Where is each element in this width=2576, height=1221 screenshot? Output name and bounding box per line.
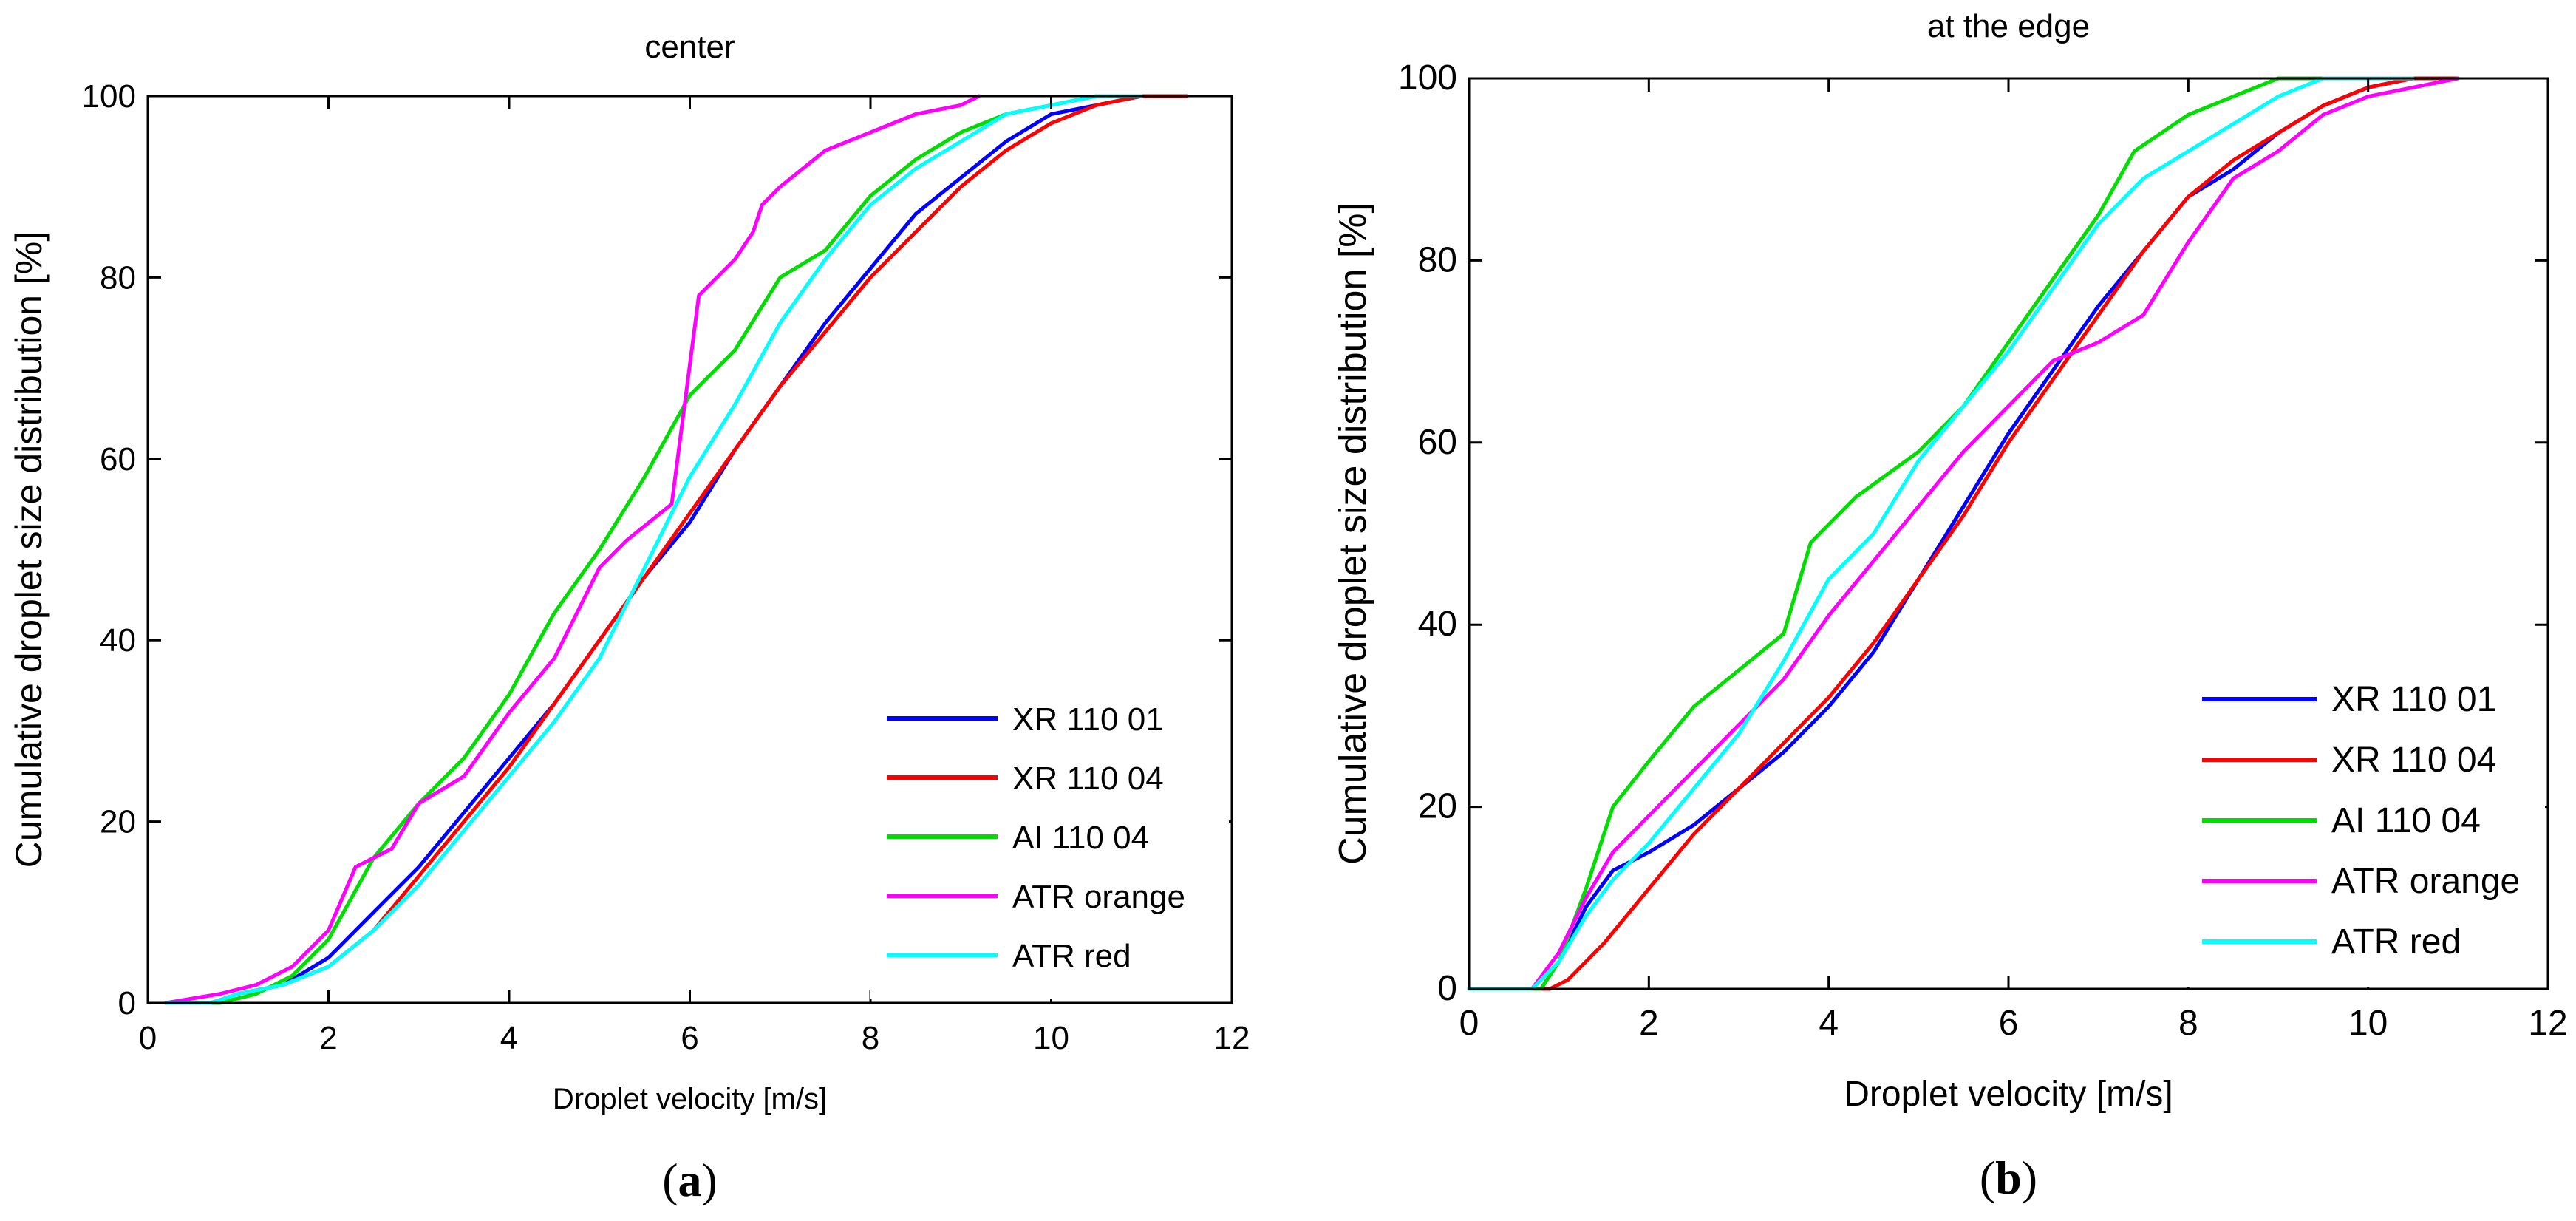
- series-group: [1467, 76, 2460, 991]
- legend-label: XR 110 01: [1012, 701, 1164, 738]
- x-tick-label: 8: [2178, 1004, 2198, 1043]
- y-tick-label: 40: [1418, 605, 1457, 644]
- y-axis-label: Cumulative droplet size distribution [%]: [1332, 203, 1374, 865]
- y-tick-label: 40: [100, 622, 136, 659]
- series-line-xr-110-01: [163, 94, 1189, 1005]
- chart-panel-a: 0 2 4 6 8 10 12 0 20 40 60 80 100 center Droplet veloc…: [8, 29, 1250, 1206]
- legend-box: [870, 681, 1229, 999]
- series-line-atr-red: [1467, 76, 2415, 991]
- chart-title: at the edge: [1927, 8, 2090, 44]
- series-line-atr-orange: [163, 94, 981, 1005]
- legend-entry: AI 110 04: [887, 820, 1149, 856]
- series-line-atr-red: [163, 94, 1144, 1005]
- x-tick-label: 4: [500, 1020, 518, 1056]
- legend-label: XR 110 01: [2331, 680, 2496, 719]
- series-group: [163, 94, 1189, 1005]
- legend-entry: XR 110 01: [2202, 680, 2496, 719]
- legend-entry: ATR red: [887, 938, 1131, 974]
- y-tick-label: 60: [100, 441, 136, 477]
- x-tick-label: 0: [1459, 1004, 1479, 1043]
- legend-label: XR 110 04: [2331, 741, 2496, 780]
- x-axis-label: Droplet velocity [m/s]: [553, 1083, 827, 1115]
- x-tick-label: 8: [862, 1020, 879, 1056]
- y-tick-label: 20: [100, 804, 136, 840]
- chart-title: center: [644, 29, 735, 65]
- series-line-ai-110-04: [1467, 76, 2325, 991]
- legend-entry: XR 110 01: [887, 701, 1164, 738]
- legend-box: [2186, 662, 2545, 987]
- x-tick-label: 2: [319, 1020, 337, 1056]
- legend-entry: ATR orange: [887, 879, 1185, 915]
- x-axis-label: Droplet velocity [m/s]: [1844, 1075, 2173, 1114]
- series-line-ai-110-04: [163, 94, 1144, 1005]
- y-tick-label: 0: [118, 985, 136, 1021]
- legend-label: XR 110 04: [1012, 761, 1164, 797]
- legend-label: ATR orange: [1012, 879, 1185, 915]
- series-line-atr-orange: [1467, 76, 2460, 991]
- legend-entry: XR 110 04: [887, 761, 1164, 797]
- legend-label: AI 110 04: [1012, 820, 1149, 856]
- x-tick-label: 10: [1033, 1020, 1069, 1056]
- y-tick-label: 80: [1418, 240, 1457, 279]
- y-tick-label: 0: [1437, 969, 1457, 1008]
- panel-label: (a): [662, 1154, 718, 1206]
- legend-entry: AI 110 04: [2202, 801, 2481, 840]
- x-tick-label: 2: [1639, 1004, 1659, 1043]
- legend-label: ATR red: [1012, 938, 1131, 974]
- x-tick-label: 4: [1819, 1004, 1839, 1043]
- legend: XR 110 01 XR 110 04 AI 110 04 ATR orange ATR…: [870, 681, 1229, 999]
- x-tick-label: 10: [2348, 1004, 2388, 1043]
- legend-label: ATR red: [2331, 922, 2461, 962]
- x-tick-label: 6: [681, 1020, 698, 1056]
- x-tick-label: 0: [139, 1020, 157, 1056]
- series-line-xr-110-04: [1467, 76, 2460, 991]
- y-tick-label: 100: [82, 78, 136, 115]
- legend-label: AI 110 04: [2331, 801, 2481, 840]
- legend-entry: ATR orange: [2202, 862, 2520, 901]
- y-tick-label: 100: [1398, 58, 1457, 98]
- x-tick-label: 6: [1999, 1004, 2019, 1043]
- y-axis-label: Cumulative droplet size distribution [%]: [8, 231, 50, 868]
- legend-entry: ATR red: [2202, 922, 2461, 962]
- x-tick-label: 12: [2528, 1004, 2567, 1043]
- chart-panel-b: 0 2 4 6 8 10 12 0 20 40 60 80 100 at the edge Droplet …: [1332, 8, 2568, 1204]
- y-tick-label: 20: [1418, 787, 1457, 826]
- y-tick-label: 80: [100, 259, 136, 296]
- legend-label: ATR orange: [2331, 862, 2520, 901]
- x-tick-label: 12: [1214, 1020, 1250, 1056]
- panel-label: (b): [1980, 1152, 2037, 1204]
- y-tick-label: 60: [1418, 423, 1457, 462]
- legend-entry: XR 110 04: [2202, 741, 2496, 780]
- legend: XR 110 01 XR 110 04 AI 110 04 ATR orange ATR…: [2186, 662, 2545, 987]
